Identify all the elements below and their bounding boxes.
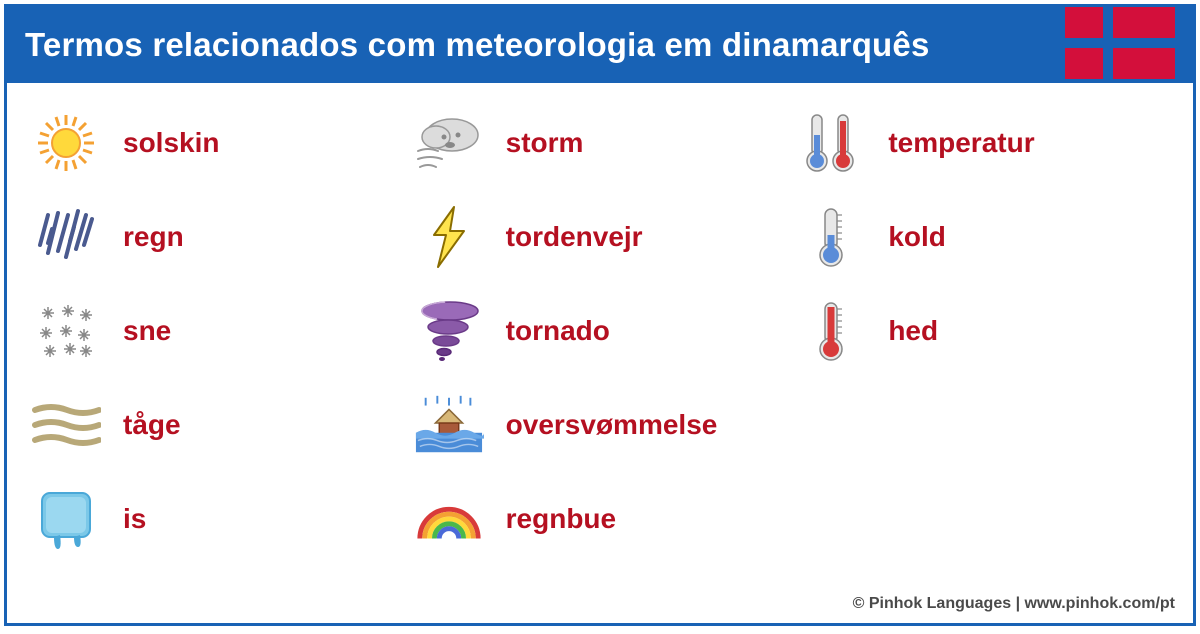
word-label: is <box>123 503 146 535</box>
tornado-icon <box>414 299 484 363</box>
list-item: storm <box>414 111 787 175</box>
list-item: sne <box>31 299 404 363</box>
column-1: solskin regn <box>31 111 404 551</box>
fog-icon <box>31 393 101 457</box>
word-label: temperatur <box>888 127 1034 159</box>
cold-thermometer-icon <box>796 205 866 269</box>
word-label: tornado <box>506 315 610 347</box>
sun-icon <box>31 111 101 175</box>
flood-icon <box>414 393 484 457</box>
header: Termos relacionados com meteorologia em … <box>7 7 1193 83</box>
word-label: regnbue <box>506 503 616 535</box>
ice-icon <box>31 487 101 551</box>
rainbow-icon <box>414 487 484 551</box>
word-label: storm <box>506 127 584 159</box>
rain-icon <box>31 205 101 269</box>
list-item: kold <box>796 205 1169 269</box>
word-label: regn <box>123 221 184 253</box>
list-item: solskin <box>31 111 404 175</box>
danish-flag-icon <box>1065 7 1175 79</box>
word-label: solskin <box>123 127 219 159</box>
lightning-icon <box>414 205 484 269</box>
list-item: regn <box>31 205 404 269</box>
vocabulary-card: Termos relacionados com meteorologia em … <box>4 4 1196 626</box>
list-item: tåge <box>31 393 404 457</box>
column-2: storm tordenvejr <box>414 111 787 551</box>
storm-cloud-icon <box>414 111 484 175</box>
list-item: oversvømmelse <box>414 393 787 457</box>
column-3: temperatur kold <box>796 111 1169 551</box>
vocabulary-grid: solskin regn <box>7 83 1193 551</box>
list-item: hed <box>796 299 1169 363</box>
list-item: tornado <box>414 299 787 363</box>
list-item: temperatur <box>796 111 1169 175</box>
word-label: tordenvejr <box>506 221 643 253</box>
list-item: is <box>31 487 404 551</box>
page-title: Termos relacionados com meteorologia em … <box>25 26 1065 64</box>
hot-thermometer-icon <box>796 299 866 363</box>
footer-credit: © Pinhok Languages | www.pinhok.com/pt <box>853 595 1175 613</box>
temperature-icon <box>796 111 866 175</box>
word-label: tåge <box>123 409 181 441</box>
snow-icon <box>31 299 101 363</box>
word-label: sne <box>123 315 171 347</box>
list-item: regnbue <box>414 487 787 551</box>
word-label: oversvømmelse <box>506 409 718 441</box>
word-label: hed <box>888 315 938 347</box>
list-item: tordenvejr <box>414 205 787 269</box>
word-label: kold <box>888 221 946 253</box>
